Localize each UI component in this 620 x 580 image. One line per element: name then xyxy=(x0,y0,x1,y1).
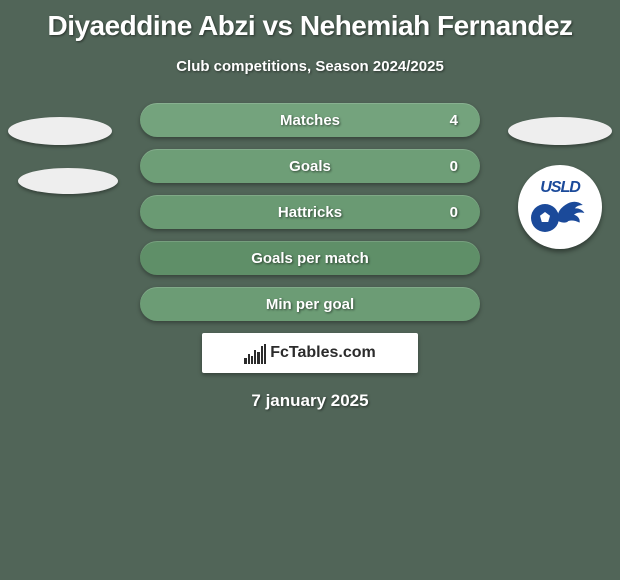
left-badge-2 xyxy=(18,168,118,194)
left-badge-1 xyxy=(8,117,112,145)
stat-bar-label: Goals xyxy=(289,158,331,175)
stat-bar-label: Min per goal xyxy=(266,296,354,313)
stat-bars: Matches 4 Goals 0 Hattricks 0 Goals per match M… xyxy=(140,103,480,321)
stat-bar-value: 4 xyxy=(450,112,458,129)
stat-bar: Goals per match xyxy=(140,241,480,275)
stat-bar: Min per goal xyxy=(140,287,480,321)
club-crest: USLD xyxy=(518,165,602,249)
right-badge-oval xyxy=(508,117,612,145)
crest-label: USLD xyxy=(527,179,593,197)
stat-bar-label: Hattricks xyxy=(278,204,342,221)
stat-bar-value: 0 xyxy=(450,158,458,175)
fctables-label: FcTables.com xyxy=(270,344,376,362)
stat-bar-value: 0 xyxy=(450,204,458,221)
subtitle: Club competitions, Season 2024/2025 xyxy=(0,58,620,75)
stat-bar: Goals 0 xyxy=(140,149,480,183)
fctables-chart-icon xyxy=(244,342,266,364)
stat-bar: Hattricks 0 xyxy=(140,195,480,229)
crest-dolphin-icon xyxy=(553,197,587,229)
stat-bar-label: Matches xyxy=(280,112,340,129)
fctables-badge: FcTables.com xyxy=(202,333,418,373)
stat-bar: Matches 4 xyxy=(140,103,480,137)
stat-bar-label: Goals per match xyxy=(251,250,369,267)
date-label: 7 january 2025 xyxy=(0,391,620,411)
page-title: Diyaeddine Abzi vs Nehemiah Fernandez xyxy=(0,0,620,42)
comparison-stage: USLD Matches 4 Goals 0 Hattricks 0 Goals per m… xyxy=(0,103,620,411)
